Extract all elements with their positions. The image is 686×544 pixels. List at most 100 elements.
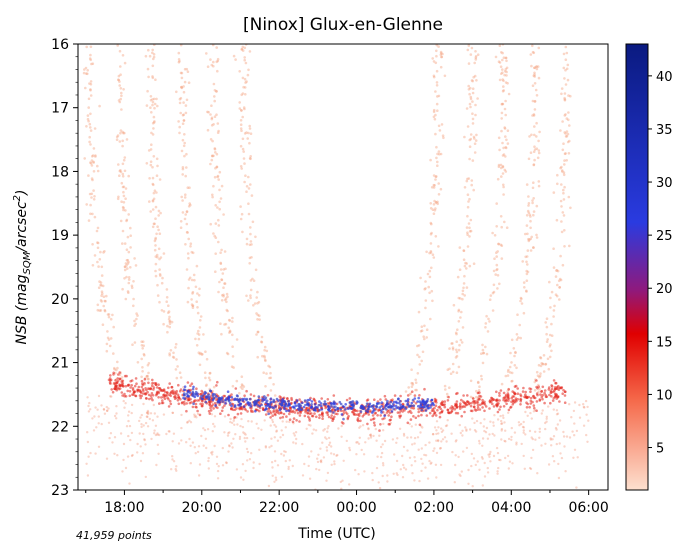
data-point <box>225 308 229 312</box>
data-point <box>220 299 224 302</box>
data-point <box>194 337 197 341</box>
data-point <box>175 358 178 361</box>
data-point <box>109 337 113 340</box>
data-point <box>557 476 561 480</box>
data-point <box>435 201 438 204</box>
data-point <box>471 100 474 103</box>
data-point <box>249 157 252 161</box>
data-point <box>468 235 471 238</box>
data-point <box>141 452 145 455</box>
data-point <box>449 406 452 410</box>
data-point <box>273 394 277 397</box>
data-point <box>106 330 109 333</box>
colorbar-tick-label: 5 <box>656 442 664 457</box>
data-point <box>158 178 162 181</box>
data-point <box>239 217 243 221</box>
data-point <box>552 435 556 438</box>
data-point <box>162 322 165 326</box>
data-point <box>212 407 215 410</box>
data-point <box>504 135 507 138</box>
data-point <box>184 111 188 115</box>
data-point <box>502 153 506 156</box>
data-point <box>185 402 188 405</box>
data-point <box>428 459 431 463</box>
data-point <box>243 107 246 111</box>
data-point <box>486 330 490 333</box>
data-point <box>225 461 228 465</box>
data-point <box>375 466 379 470</box>
data-point <box>142 432 145 436</box>
data-point <box>124 209 127 212</box>
data-point <box>469 137 473 141</box>
data-point <box>511 390 514 393</box>
data-point <box>118 169 122 173</box>
data-point <box>486 471 490 474</box>
data-point <box>480 374 483 378</box>
data-point <box>564 58 568 61</box>
data-point <box>263 358 267 362</box>
data-point <box>158 300 161 304</box>
data-point <box>283 404 287 407</box>
data-point <box>151 133 155 136</box>
data-point <box>534 88 538 92</box>
data-point <box>143 438 146 441</box>
data-point <box>357 442 361 445</box>
data-point <box>252 437 255 440</box>
data-point <box>136 314 139 317</box>
data-point <box>511 462 514 465</box>
data-point <box>413 397 417 400</box>
data-point <box>248 256 252 260</box>
data-point <box>98 280 101 283</box>
data-point <box>436 160 439 164</box>
data-point <box>97 265 100 268</box>
data-point <box>246 73 250 77</box>
data-point <box>423 287 427 291</box>
data-point <box>247 68 250 72</box>
data-point <box>560 92 563 96</box>
data-point <box>384 408 388 411</box>
data-point <box>214 270 217 274</box>
data-point <box>519 398 522 401</box>
data-point <box>304 403 307 407</box>
data-point <box>469 53 473 56</box>
data-point <box>549 401 552 405</box>
data-point <box>146 89 149 93</box>
data-point <box>226 352 230 356</box>
data-point <box>149 387 152 390</box>
data-point <box>167 310 171 313</box>
data-point <box>216 206 219 209</box>
data-point <box>422 335 426 339</box>
data-point <box>380 409 383 412</box>
data-point <box>199 319 202 322</box>
data-point <box>369 436 373 439</box>
data-point <box>231 446 234 449</box>
data-point <box>239 205 242 208</box>
data-point <box>498 282 501 286</box>
data-point <box>172 356 176 359</box>
data-point <box>216 174 220 178</box>
data-point <box>507 393 510 397</box>
data-point <box>124 197 127 200</box>
data-point <box>288 418 292 422</box>
data-point <box>249 132 253 135</box>
data-point <box>555 428 558 431</box>
data-point <box>313 408 317 412</box>
data-point <box>535 65 538 68</box>
data-point <box>156 255 159 259</box>
data-point <box>387 414 391 417</box>
data-point <box>438 129 442 132</box>
data-point <box>132 297 135 301</box>
data-point <box>100 294 103 298</box>
data-point <box>436 202 440 206</box>
data-point <box>510 400 513 404</box>
data-point <box>209 58 212 61</box>
data-point <box>383 417 386 420</box>
data-point <box>264 445 267 448</box>
data-point <box>191 306 195 310</box>
data-point <box>369 418 373 422</box>
data-point <box>92 161 95 164</box>
data-point <box>395 406 398 410</box>
data-point <box>437 439 440 443</box>
data-point <box>211 195 214 199</box>
data-point <box>496 250 500 253</box>
